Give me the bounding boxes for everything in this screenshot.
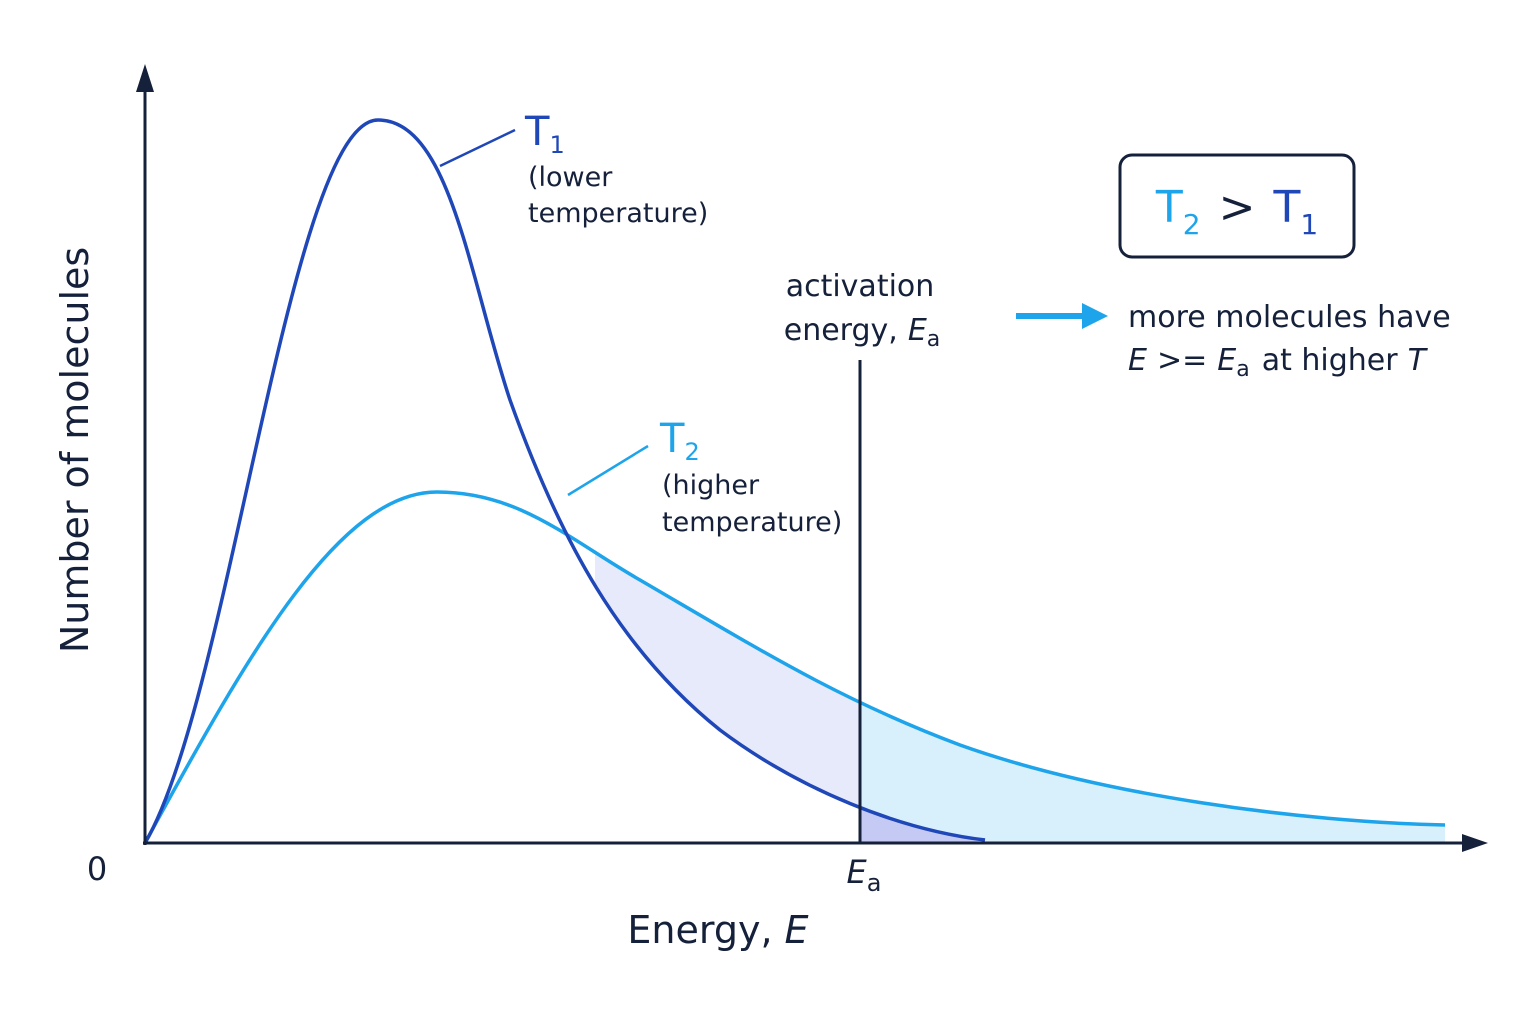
y-axis-label: Number of molecules	[53, 247, 97, 653]
text-part: a	[867, 869, 882, 897]
leader-t2	[567, 444, 649, 497]
text-part: T	[1155, 182, 1183, 233]
text-part: 2	[684, 438, 699, 466]
t1-note: (lower temperature)	[528, 162, 708, 229]
text-part: energy,	[784, 313, 898, 348]
text-part: T	[1272, 182, 1300, 233]
t2-note: (higher temperature)	[662, 470, 842, 538]
text-part: a	[1236, 357, 1249, 382]
callout-line1: more molecules have	[1128, 300, 1451, 335]
t2-label: T2	[659, 416, 700, 466]
text-part: E	[785, 908, 809, 952]
x-axis-label: Energy, E	[627, 908, 808, 952]
activation-label-2: energy, Ea	[784, 313, 941, 352]
text-part: temperature)	[528, 198, 708, 229]
curve-t1	[143, 118, 986, 844]
callout-line2: E >= Ea at higher T	[1128, 343, 1429, 382]
origin-label: 0	[87, 850, 107, 888]
text-part: Energy,	[627, 908, 772, 952]
text-part: 1	[1300, 208, 1318, 241]
callout-arrow	[1016, 303, 1108, 329]
text-part: (lower	[528, 162, 613, 193]
text-part: at higher	[1262, 343, 1399, 378]
leader-t1	[439, 128, 516, 168]
text-part: temperature)	[662, 507, 842, 538]
text-part: a	[927, 327, 940, 352]
text-part: >=	[1157, 343, 1207, 378]
axes	[136, 64, 1488, 852]
comparison: T2 > T1	[1155, 182, 1318, 241]
text-part: E	[908, 313, 927, 348]
text-part: 2	[1183, 208, 1201, 241]
text-part: (higher	[662, 470, 760, 501]
text-part: >	[1219, 182, 1256, 233]
text-part: E	[1217, 343, 1236, 378]
text-part: E	[847, 853, 868, 891]
shading	[145, 120, 1445, 843]
text-part: T	[659, 416, 685, 462]
ea-tick-label: Ea	[847, 853, 882, 897]
text-part: E	[1128, 343, 1147, 378]
text-part: 1	[549, 131, 564, 159]
text-part: T	[1408, 343, 1429, 378]
activation-label: activation	[786, 269, 935, 304]
t1-label: T1	[524, 109, 565, 159]
text-part: activation	[786, 269, 935, 304]
comparison-box	[1118, 153, 1356, 259]
curve-t2	[143, 490, 1446, 844]
text-part: T	[524, 109, 550, 155]
